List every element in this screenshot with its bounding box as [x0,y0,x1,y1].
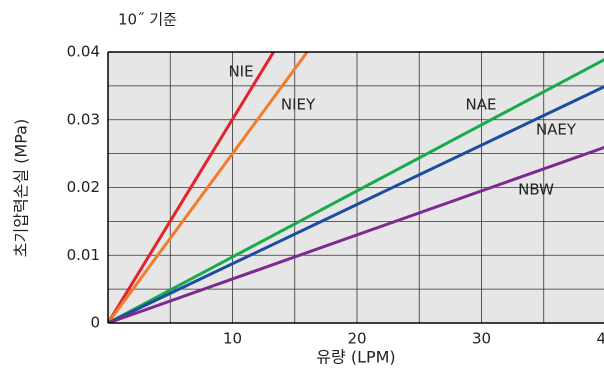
series-label: NAEY [536,121,577,139]
series-line [108,52,309,323]
x-tick-label: 40 [596,330,604,348]
series-label: NBW [518,181,554,199]
lines [108,52,604,323]
x-axis-label: 유량 (LPM) [316,348,395,367]
series-label: NAE [466,96,497,114]
y-tick-label: 0.04 [67,43,100,61]
y-tick-label: 0.02 [67,178,100,196]
series-line [108,85,604,323]
y-tick-label: 0.01 [67,246,100,264]
x-tick-label: 20 [347,330,366,348]
series-line [108,145,604,323]
x-tick-label: 10 [223,330,242,348]
series-line [108,52,275,323]
y-axis-label: 초기압력손실 (MPa) [12,119,31,257]
series-label: NIEY [281,96,316,114]
chart-title: 10˝ 기준 [118,11,177,29]
x-tick-label: 30 [472,330,491,348]
series-label: NIE [228,63,253,81]
grid [108,52,604,323]
y-tick-label: 0.03 [67,110,100,128]
y-tick-label: 0 [90,314,100,332]
series-line [108,58,604,323]
